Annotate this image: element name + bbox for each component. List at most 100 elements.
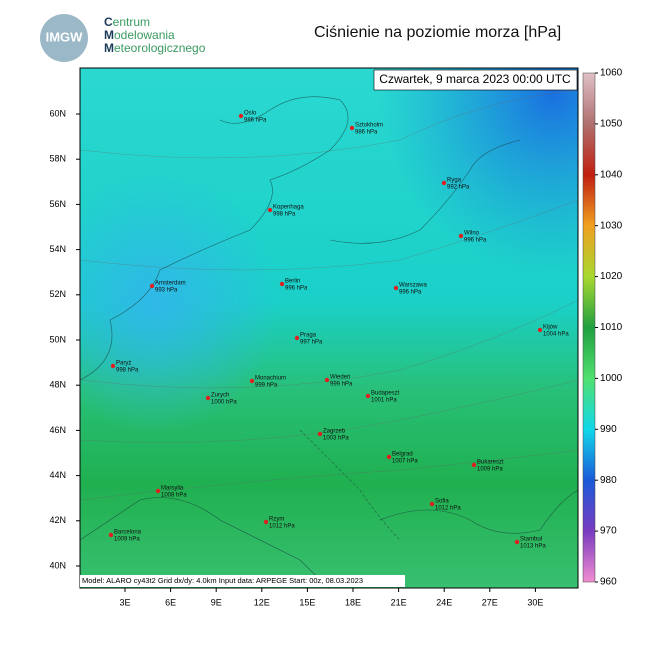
city-dot	[324, 377, 330, 383]
org-line: Centrum	[104, 15, 151, 29]
city-dot	[263, 519, 269, 525]
lon-label: 3E	[119, 597, 130, 607]
city-pressure: 1009 hPa	[477, 467, 503, 473]
colorbar-label: 960	[600, 577, 617, 588]
city-name: Wilno	[464, 231, 480, 237]
city-dot	[429, 501, 435, 507]
colorbar-label: 990	[600, 424, 617, 435]
logo-text: IMGW	[46, 29, 84, 44]
city-name: Budapeszt	[371, 391, 400, 397]
city-name: Paryż	[116, 361, 131, 367]
lon-label: 30E	[527, 597, 543, 607]
city-name: Ryga	[447, 178, 462, 184]
city-name: Sofia	[435, 499, 449, 505]
city-name: Kijów	[543, 325, 558, 331]
org-line: Modelowania	[104, 28, 175, 42]
city-pressure: 1012 hPa	[269, 524, 295, 530]
city-name: Amsterdam	[155, 281, 186, 287]
city-dot	[441, 180, 447, 186]
city-dot	[458, 233, 464, 239]
lon-label: 24E	[436, 597, 452, 607]
lon-label: 21E	[391, 597, 407, 607]
city-pressure: 998 hPa	[116, 368, 139, 374]
city-name: Kopenhaga	[273, 205, 304, 211]
city-pressure: 996 hPa	[399, 290, 422, 296]
colorbar-label: 1010	[600, 322, 623, 333]
city-dot	[149, 283, 155, 289]
city-pressure: 1013 hPa	[520, 544, 546, 550]
colorbar-label: 1000	[600, 373, 623, 384]
city-pressure: 997 hPa	[300, 340, 323, 346]
city-pressure: 993 hPa	[155, 288, 178, 294]
logo	[40, 14, 88, 62]
city-pressure: 1003 hPa	[323, 436, 349, 442]
city-dot	[349, 125, 355, 131]
city-name: Marsylia	[161, 486, 184, 492]
org-line: Meteorologicznego	[104, 41, 206, 55]
city-dot	[386, 454, 392, 460]
map-frame	[79, 67, 579, 589]
city-dot	[249, 378, 255, 384]
city-pressure: 999 hPa	[330, 382, 353, 388]
city-dot	[155, 488, 161, 494]
colorbar-label: 980	[600, 475, 617, 486]
lon-label: 15E	[299, 597, 315, 607]
map-shade	[80, 68, 578, 588]
city-pressure: 1007 hPa	[392, 459, 418, 465]
date-box	[373, 69, 578, 91]
city-name: Berlin	[285, 279, 300, 285]
colorbar-label: 970	[600, 526, 617, 537]
footer: Model: ALARO cy43t2 Grid dx/dy: 4.0km In…	[82, 576, 363, 585]
lat-label: 44N	[49, 470, 66, 480]
city-pressure: 1009 hPa	[114, 537, 140, 543]
city-name: Rzym	[269, 517, 284, 523]
city-name: Stambuł	[520, 537, 543, 543]
lat-label: 42N	[49, 515, 66, 525]
city-dot	[317, 431, 323, 437]
lon-label: 6E	[165, 597, 176, 607]
lat-label: 40N	[49, 560, 66, 570]
city-dot	[393, 285, 399, 291]
city-pressure: 996 hPa	[285, 286, 308, 292]
city-pressure: 986 hPa	[244, 118, 267, 124]
lat-label: 56N	[49, 199, 66, 209]
city-name: Belgrad	[392, 452, 413, 458]
city-dot	[294, 335, 300, 341]
city-name: Monachium	[255, 376, 286, 382]
colorbar-label: 1040	[600, 169, 623, 180]
lat-label: 46N	[49, 425, 66, 435]
city-name: Wiedeń	[330, 375, 350, 381]
coastlines	[79, 96, 579, 589]
colorbar-label: 1060	[600, 68, 623, 79]
city-dot	[238, 113, 244, 119]
city-name: Praga	[300, 333, 317, 339]
city-name: Zurych	[211, 393, 229, 399]
city-dot	[205, 395, 211, 401]
city-name: Warszawa	[399, 283, 427, 289]
city-name: Sztokholm	[355, 123, 383, 129]
colorbar	[582, 72, 596, 583]
lat-label: 48N	[49, 380, 66, 390]
city-pressure: 996 hPa	[464, 238, 487, 244]
city-pressure: 1000 hPa	[211, 400, 237, 406]
org-name: Centrum Modelowania Meteorologicznego	[104, 16, 205, 55]
city-dot	[267, 207, 273, 213]
city-name: Oslo	[244, 111, 257, 117]
footer-box	[80, 575, 405, 587]
city-pressure: 999 hPa	[255, 383, 278, 389]
colorbar-label: 1030	[600, 220, 623, 231]
city-pressure: 1004 hPa	[543, 332, 569, 338]
lat-label: 58N	[49, 154, 66, 164]
city-dot	[108, 532, 114, 538]
city-name: Zagrzeb	[323, 429, 346, 435]
city-dot	[471, 462, 477, 468]
colorbar-label: 1020	[600, 271, 623, 282]
city-dot	[514, 539, 520, 545]
city-pressure: 998 hPa	[273, 212, 296, 218]
city-pressure: 992 hPa	[447, 185, 470, 191]
city-name: Bukareszt	[477, 460, 504, 466]
city-dot	[110, 363, 116, 369]
city-dot	[365, 393, 371, 399]
